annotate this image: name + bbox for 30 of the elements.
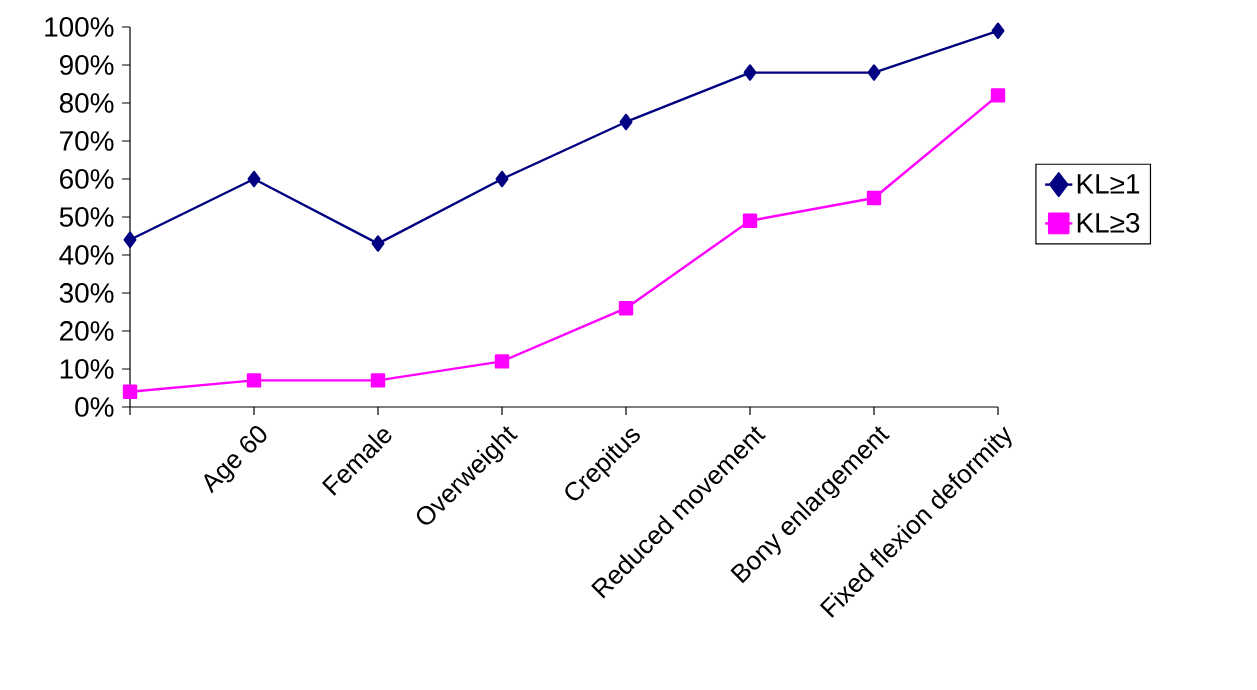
legend-label: KL≥1 <box>1077 174 1140 194</box>
point <box>990 88 1006 103</box>
point <box>247 170 261 188</box>
y-tick-label: 100% <box>45 17 114 37</box>
point <box>618 300 634 316</box>
point <box>866 190 882 206</box>
point <box>494 354 510 369</box>
point <box>867 64 881 81</box>
y-tick-label: 90% <box>59 55 114 75</box>
y-tick-label: 50% <box>59 207 114 227</box>
y-tick-label: 30% <box>59 283 114 303</box>
y-tick-label: 80% <box>59 93 114 113</box>
point <box>370 373 386 388</box>
x-tick-label: Age 60 <box>204 426 267 494</box>
y-tick-label: 10% <box>60 359 114 379</box>
point <box>123 231 137 248</box>
point <box>619 113 633 131</box>
y-tick-label: 0% <box>75 397 114 417</box>
y-tick-label: 40% <box>59 245 114 265</box>
point <box>122 384 138 399</box>
point <box>743 64 757 81</box>
y-tick-label: 20% <box>60 321 114 341</box>
point <box>371 235 385 252</box>
y-tick-label: 60% <box>60 169 114 189</box>
point <box>495 170 509 188</box>
legend-label: KL≥3 <box>1077 212 1140 233</box>
point <box>742 213 758 228</box>
point <box>991 22 1005 39</box>
y-tick-label: 70% <box>60 131 114 151</box>
point <box>246 373 262 388</box>
